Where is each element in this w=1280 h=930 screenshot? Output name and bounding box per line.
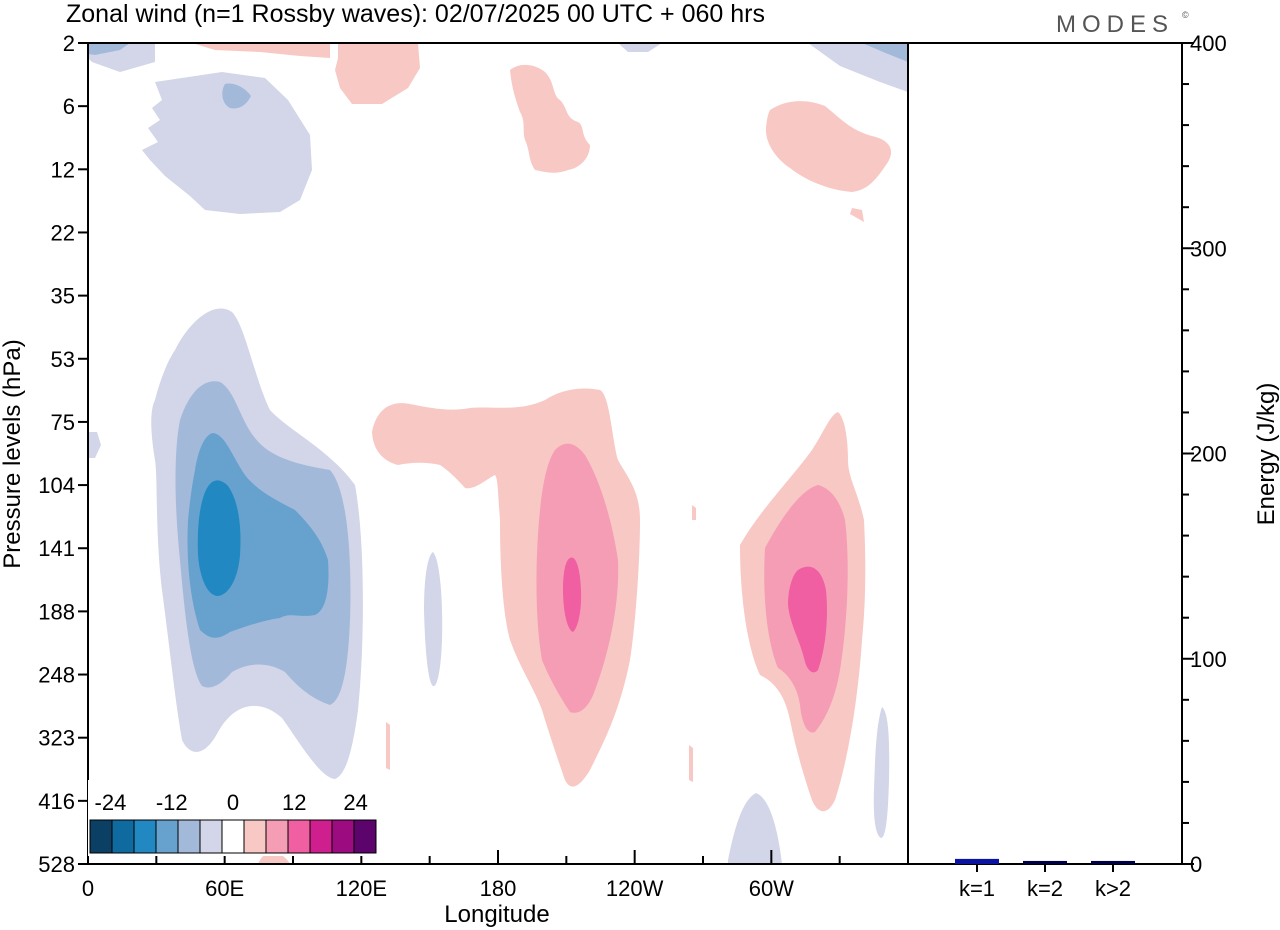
colorbar-label: 0 xyxy=(227,790,239,815)
colorbar-label: -24 xyxy=(95,790,127,815)
contour-neg-4 xyxy=(88,432,101,458)
y-tick-label: 416 xyxy=(38,789,75,814)
x-tick-label: 60W xyxy=(749,876,794,901)
colorbar-swatch xyxy=(133,819,157,854)
logo-mark: © xyxy=(1182,10,1189,20)
colorbar-swatch xyxy=(89,819,113,854)
contour-pos-4 xyxy=(765,101,892,192)
x-axis-label: Longitude xyxy=(444,901,549,928)
colorbar-swatch xyxy=(155,819,179,854)
colorbar-swatch xyxy=(199,819,223,854)
contour-neg-4 xyxy=(728,793,782,864)
energy-tick-label: 400 xyxy=(1190,31,1227,56)
colorbar: -24 -12 0 12 24 xyxy=(88,780,378,856)
y-tick-label: 528 xyxy=(38,852,75,877)
contour-pos-4 xyxy=(386,722,390,770)
energy-tick-label: 100 xyxy=(1190,647,1227,672)
colorbar-swatch xyxy=(243,819,267,854)
bar-category-label: k=1 xyxy=(959,876,995,901)
contour-pos-4 xyxy=(335,43,420,104)
contour-neg-4 xyxy=(424,552,443,687)
energy-panel: 0 100 200 300 400 k=1 k=2 k>2 xyxy=(955,31,1227,901)
energy-bar xyxy=(955,858,999,864)
energy-tick-label: 200 xyxy=(1190,442,1227,467)
contour-pos-4 xyxy=(850,208,864,222)
contour-neg-4 xyxy=(808,43,908,92)
x-tick-label: 60E xyxy=(205,876,244,901)
contour-neg-8 xyxy=(862,43,908,62)
energy-tick-label: 300 xyxy=(1190,236,1227,261)
contour-neg-4 xyxy=(618,43,662,52)
colorbar-swatch xyxy=(287,819,311,854)
bar-category-label: k>2 xyxy=(1095,876,1131,901)
y-tick-label: 6 xyxy=(63,94,75,119)
energy-axis-label: Energy (J/kg) xyxy=(1253,383,1280,526)
y-tick-label: 12 xyxy=(51,157,75,182)
contour-neg-4 xyxy=(873,707,890,838)
contour-pos-4 xyxy=(510,64,590,173)
y-tick-label: 104 xyxy=(38,473,75,498)
contour-neg-16 xyxy=(197,480,241,596)
contour-neg-8 xyxy=(88,43,130,55)
colorbar-swatch xyxy=(221,819,245,854)
y-tick-label: 248 xyxy=(38,663,75,688)
colorbar-label: 24 xyxy=(343,790,367,815)
colorbar-swatch xyxy=(309,819,333,854)
energy-bar xyxy=(1091,860,1135,864)
contour-pos-12 xyxy=(563,557,582,632)
y-tick-label: 323 xyxy=(38,726,75,751)
y-tick-label: 188 xyxy=(38,599,75,624)
modes-logo: MODES xyxy=(1056,11,1174,38)
chart-title: Zonal wind (n=1 Rossby waves): 02/07/202… xyxy=(66,0,765,28)
x-tick-label: 0 xyxy=(82,876,94,901)
contour-pos-4 xyxy=(692,505,696,520)
y-tick-label: 2 xyxy=(63,31,75,56)
y-tick-label: 35 xyxy=(51,284,75,309)
energy-tick-label: 0 xyxy=(1190,852,1202,877)
colorbar-swatch xyxy=(331,819,355,854)
energy-bar xyxy=(1023,860,1067,864)
y-tick-label: 141 xyxy=(38,536,75,561)
contour-neg-8 xyxy=(222,83,251,109)
colorbar-swatch xyxy=(177,819,201,854)
y-tick-label: 53 xyxy=(51,347,75,372)
colorbar-label: -12 xyxy=(156,790,188,815)
colorbar-swatch xyxy=(353,819,377,854)
colorbar-label: 12 xyxy=(282,790,306,815)
wind-contour-field xyxy=(88,43,908,864)
colorbar-swatch xyxy=(265,819,289,854)
y-axis-label: Pressure levels (hPa) xyxy=(0,339,26,568)
bar-category-label: k=2 xyxy=(1027,876,1063,901)
x-tick-label: 120E xyxy=(336,876,387,901)
colorbar-swatch xyxy=(111,819,135,854)
x-tick-label: 180 xyxy=(480,876,517,901)
y-tick-label: 22 xyxy=(51,220,75,245)
y-tick-label: 75 xyxy=(51,410,75,435)
x-axis: 0 60E 120E 180 120W 60W xyxy=(82,850,909,901)
contour-neg-4 xyxy=(142,72,312,214)
contour-pos-12 xyxy=(788,566,828,673)
x-tick-label: 120W xyxy=(606,876,664,901)
contour-pos-4 xyxy=(689,745,693,782)
contour-pos-4 xyxy=(192,43,330,58)
y-axis: 2 6 12 22 35 53 75 104 141 188 248 323 416 528 xyxy=(38,31,88,877)
